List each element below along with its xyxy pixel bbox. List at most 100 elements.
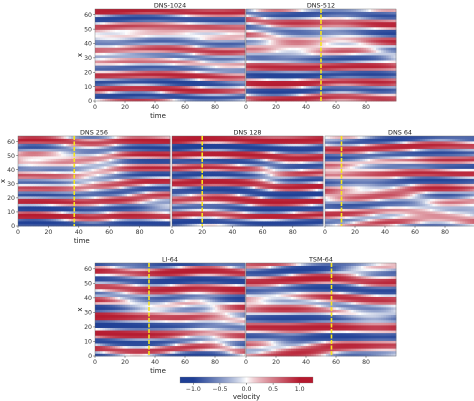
heatmap-cell xyxy=(253,16,257,20)
heatmap-cell xyxy=(197,60,201,64)
heatmap-cell xyxy=(25,158,29,162)
heatmap-cell xyxy=(220,9,223,12)
heatmap-cell xyxy=(110,37,113,41)
heatmap-cell xyxy=(110,67,113,71)
heatmap-cell xyxy=(338,83,342,87)
heatmap-cell xyxy=(45,148,49,152)
heatmap-cell xyxy=(361,80,364,84)
heatmap-cell xyxy=(288,65,292,69)
heatmap-cell xyxy=(298,72,302,76)
heatmap-cell xyxy=(346,11,349,15)
heatmap-cell xyxy=(20,176,24,179)
heatmap-cell xyxy=(283,11,287,15)
heatmap-cell xyxy=(190,44,193,48)
heatmap-cell xyxy=(273,93,277,97)
heatmap-cell xyxy=(207,55,211,58)
heatmap-cell xyxy=(326,80,329,84)
heatmap-cell xyxy=(205,49,208,53)
heatmap-cell xyxy=(276,21,279,25)
heatmap-cell xyxy=(230,29,233,33)
heatmap-cell xyxy=(263,72,267,76)
heatmap-cell xyxy=(316,14,319,18)
heatmap-cell xyxy=(225,34,228,38)
heatmap-cell xyxy=(20,136,24,139)
heatmap-cell xyxy=(38,221,42,224)
heatmap-cell xyxy=(393,24,397,28)
heatmap-cell xyxy=(318,37,322,41)
heatmap-cell xyxy=(246,16,249,20)
heatmap-cell xyxy=(273,16,277,20)
heatmap-cell xyxy=(61,188,64,192)
heatmap-cell xyxy=(195,49,198,53)
heatmap-cell xyxy=(276,98,279,102)
heatmap-cell xyxy=(170,34,173,38)
heatmap-cell xyxy=(251,57,254,61)
heatmap-cell xyxy=(18,206,21,209)
heatmap-cell xyxy=(122,52,126,56)
heatmap-cell xyxy=(115,75,118,79)
heatmap-cell xyxy=(95,16,98,20)
heatmap-cell xyxy=(333,21,337,25)
heatmap-cell xyxy=(298,26,302,30)
heatmap-cell xyxy=(358,47,362,51)
heatmap-cell xyxy=(97,19,101,23)
heatmap-cell xyxy=(276,83,279,87)
heatmap-cell xyxy=(291,44,294,48)
heatmap-cell xyxy=(298,80,302,84)
heatmap-cell xyxy=(326,32,329,35)
heatmap-cell xyxy=(100,9,103,12)
heatmap-cell xyxy=(190,85,193,89)
heatmap-cell xyxy=(197,32,201,35)
heatmap-cell xyxy=(316,88,319,92)
heatmap-cell xyxy=(361,49,364,53)
heatmap-cell xyxy=(346,21,349,25)
heatmap-cell xyxy=(313,16,317,20)
heatmap-cell xyxy=(237,34,241,38)
heatmap-cell xyxy=(155,85,158,89)
heatmap-cell xyxy=(195,42,198,46)
heatmap-cell xyxy=(33,191,37,194)
heatmap-cell xyxy=(378,93,382,97)
heatmap-cell xyxy=(383,29,387,33)
heatmap-cell xyxy=(225,29,228,33)
heatmap-cell xyxy=(273,80,277,84)
heatmap-cell xyxy=(61,186,64,189)
heatmap-cell xyxy=(278,55,282,58)
heatmap-cell xyxy=(341,11,344,15)
heatmap-cell xyxy=(358,29,362,33)
heatmap-cell xyxy=(95,78,98,81)
heatmap-cell xyxy=(286,62,289,66)
heatmap-cell xyxy=(326,16,329,20)
heatmap-cell xyxy=(50,203,54,207)
heatmap-cell xyxy=(281,57,284,61)
heatmap-cell xyxy=(155,72,158,76)
heatmap-cell xyxy=(371,24,374,28)
heatmap-cell xyxy=(343,93,347,97)
heatmap-cell xyxy=(157,98,161,102)
heatmap-cell xyxy=(122,21,126,25)
heatmap-cell xyxy=(273,37,277,41)
heatmap-cell xyxy=(378,70,382,74)
heatmap-cell xyxy=(150,32,153,35)
heatmap-cell xyxy=(172,70,176,74)
heatmap-cell xyxy=(43,201,47,204)
heatmap-cell xyxy=(328,29,332,33)
heatmap-cell xyxy=(381,67,384,71)
heatmap-cell xyxy=(232,55,236,58)
heatmap-cell xyxy=(391,75,394,79)
heatmap-cell xyxy=(286,85,289,89)
heatmap-cell xyxy=(177,78,181,81)
heatmap-cell xyxy=(122,24,126,28)
heatmap-cell xyxy=(195,32,198,35)
heatmap-cell xyxy=(137,88,141,92)
heatmap-cell xyxy=(147,83,151,87)
heatmap-cell xyxy=(313,24,317,28)
heatmap-cell xyxy=(140,80,143,84)
heatmap-cell xyxy=(381,57,384,61)
heatmap-cell xyxy=(318,65,322,69)
heatmap-cell xyxy=(286,34,289,38)
heatmap-cell xyxy=(43,143,47,147)
heatmap-cell xyxy=(361,78,364,81)
heatmap-cell xyxy=(177,34,181,38)
heatmap-cell xyxy=(321,37,324,41)
